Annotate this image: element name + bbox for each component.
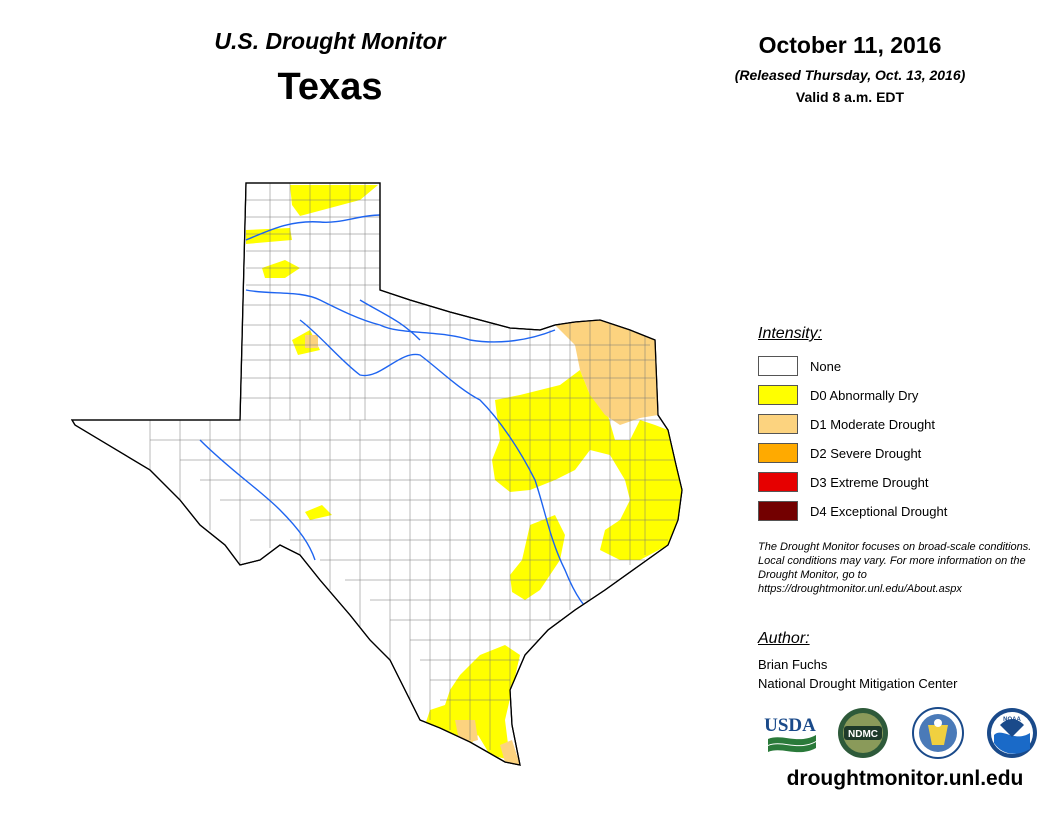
release-date: (Released Thursday, Oct. 13, 2016) <box>734 67 966 83</box>
noaa-logo-icon: NOAA <box>987 708 1037 758</box>
legend-swatch <box>758 443 798 463</box>
legend-label: D4 Exceptional Drought <box>810 504 948 519</box>
drought-monitor-note: The Drought Monitor focuses on broad-sca… <box>758 541 1032 595</box>
legend-swatch <box>758 385 798 405</box>
website-url[interactable]: droughtmonitor.unl.edu <box>786 767 1024 790</box>
state-title: Texas <box>277 66 383 108</box>
map-date: October 11, 2016 <box>758 32 942 58</box>
partner-logos: USDA NDMC NOAA <box>764 707 1037 759</box>
legend-swatch <box>758 501 798 521</box>
legend-label: None <box>810 359 842 374</box>
legend-swatch <box>758 414 798 434</box>
legend-label: D3 Extreme Drought <box>810 475 929 490</box>
texas-drought-map <box>70 182 683 766</box>
legend-label: D1 Moderate Drought <box>810 417 936 432</box>
texas-border <box>70 182 683 766</box>
legend-title: Intensity: <box>758 325 823 342</box>
author-organization: National Drought Mitigation Center <box>758 676 958 691</box>
ndmc-logo-text: NDMC <box>848 729 878 740</box>
author-name: Brian Fuchs <box>758 657 828 672</box>
texas-outline <box>70 182 683 766</box>
legend-label: D0 Abnormally Dry <box>810 388 919 403</box>
noaa-logo-text: NOAA <box>1003 717 1021 723</box>
author-heading: Author: <box>758 630 810 647</box>
rivers <box>199 214 601 621</box>
legend-swatch <box>758 356 798 376</box>
ndmc-logo-icon: NDMC <box>838 708 888 758</box>
usda-logo-icon: USDA <box>764 715 816 753</box>
usda-logo-text: USDA <box>764 715 816 736</box>
legend-swatch <box>758 472 798 492</box>
product-title: U.S. Drought Monitor <box>214 28 446 54</box>
legend-label: D2 Severe Drought <box>810 446 922 461</box>
doc-seal-icon <box>912 707 964 759</box>
valid-time: Valid 8 a.m. EDT <box>795 89 905 105</box>
county-lines <box>120 183 680 750</box>
